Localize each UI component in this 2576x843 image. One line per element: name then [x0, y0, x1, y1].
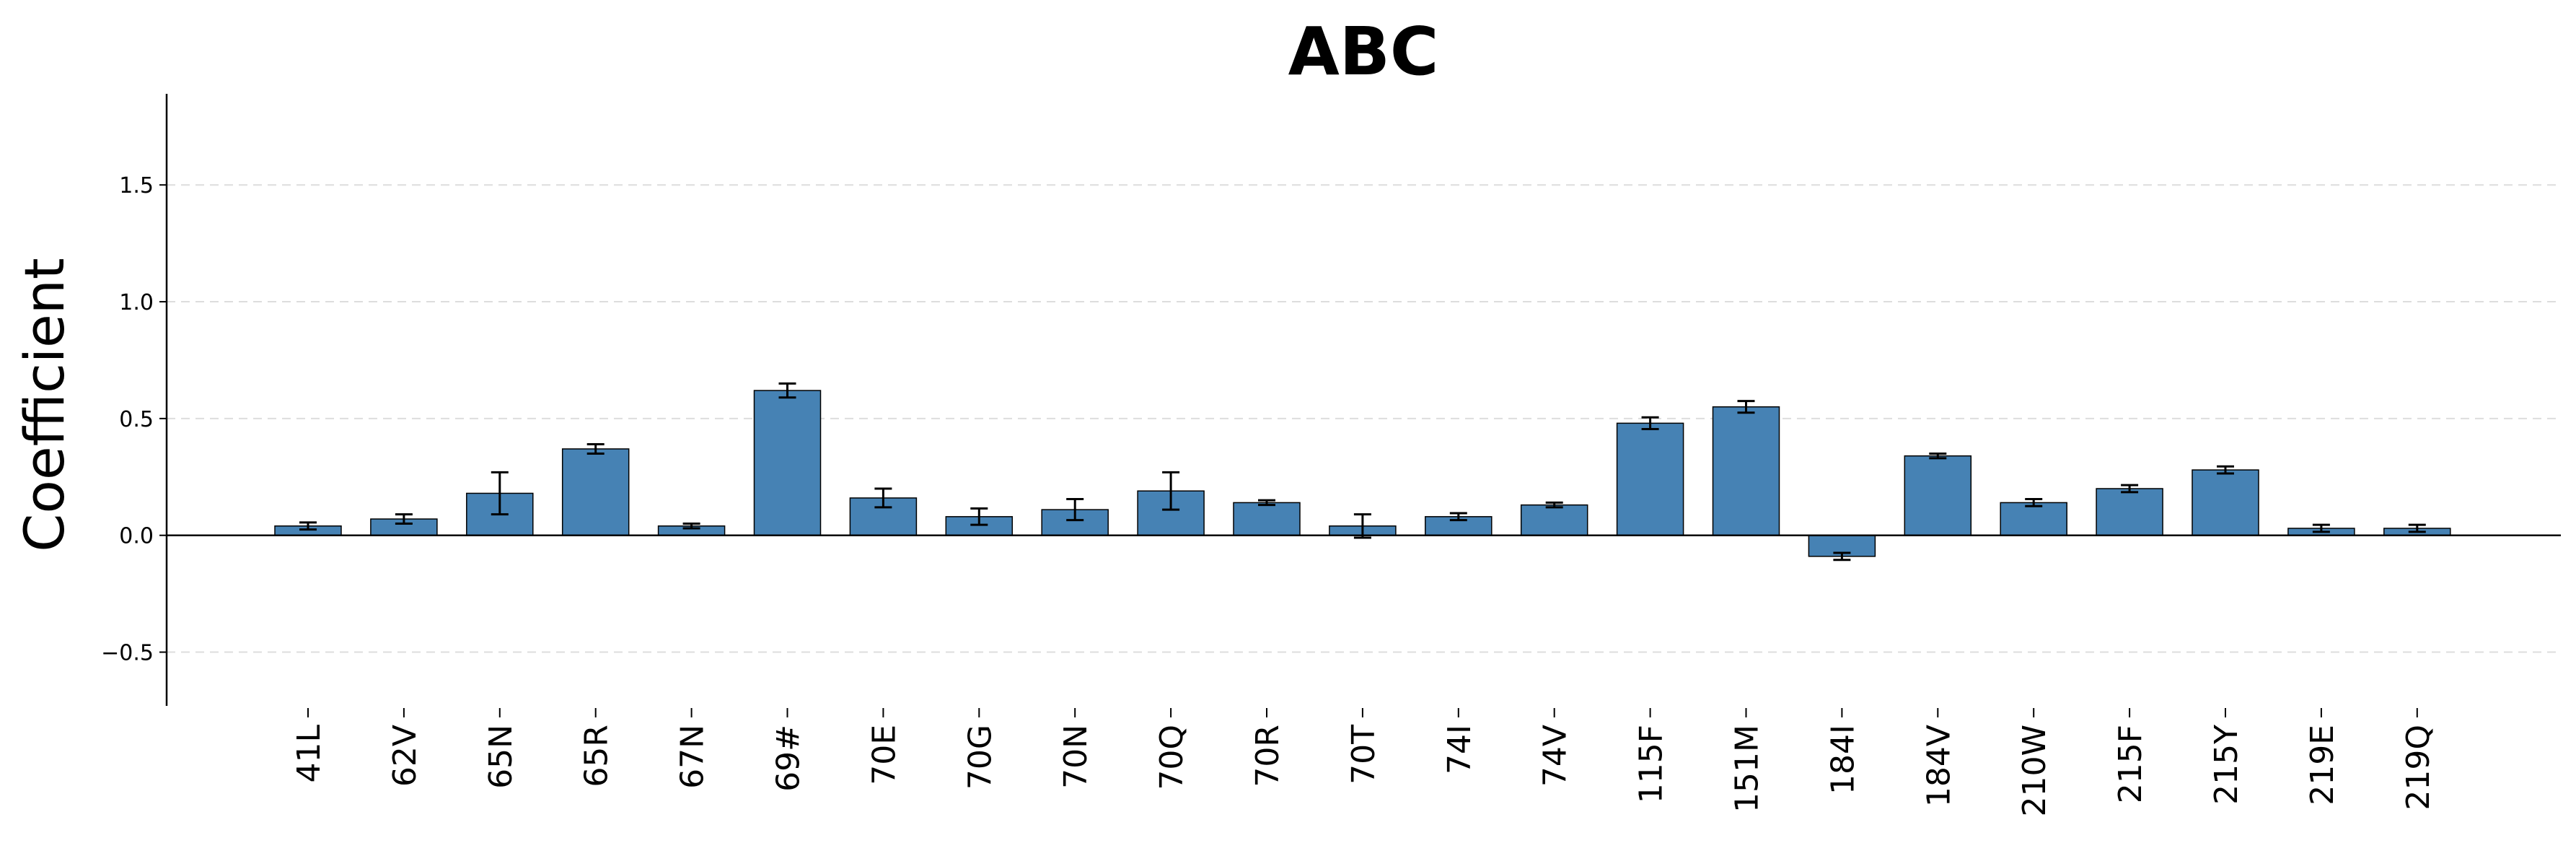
bar	[561, 448, 630, 536]
y-axis-label: Coefficient	[12, 258, 76, 551]
x-tick-label: 74V	[1537, 725, 1574, 787]
x-tick-label: 215Y	[2208, 725, 2245, 805]
bar	[2192, 469, 2259, 536]
x-tick-label: 70G	[962, 725, 998, 790]
y-tick-label: 1.5	[119, 173, 154, 198]
x-tick-label: 70R	[1249, 725, 1286, 787]
chart-title: ABC	[1288, 13, 1439, 90]
x-tick-label: 62V	[387, 725, 423, 787]
y-ticks: −0.5 0.0 0.5 1.0 1.5	[101, 173, 167, 666]
bar	[2000, 502, 2067, 536]
bar	[2096, 488, 2163, 536]
y-tick-label: 1.0	[119, 290, 154, 315]
x-tick-label: 184V	[1920, 725, 1957, 807]
x-tick-label: 219Q	[2400, 725, 2437, 811]
x-tick-label: 70T	[1345, 725, 1382, 785]
gridlines	[167, 184, 2561, 653]
x-tick-label: 151M	[1729, 725, 1766, 813]
bar	[1712, 406, 1780, 536]
axes	[165, 94, 2561, 706]
bar	[1233, 502, 1301, 536]
x-ticks: 41L 62V 65N 65R 67N 69# 70E 70G 70N 70Q 70R 70T 74I 7…	[291, 708, 2437, 817]
y-tick-label: 0.5	[119, 407, 154, 432]
error-bars	[299, 382, 2426, 562]
x-tick-label: 219E	[2304, 725, 2341, 805]
x-tick-label: 65R	[579, 725, 615, 787]
x-tick-label: 41L	[291, 725, 328, 783]
x-tick-label: 70N	[1058, 725, 1094, 789]
y-tick-label: 0.0	[119, 524, 154, 549]
bar	[1520, 504, 1588, 536]
x-tick-label: 184I	[1824, 725, 1861, 795]
y-tick-label: −0.5	[101, 641, 154, 666]
x-tick-label: 74I	[1441, 725, 1478, 774]
x-tick-label: 115F	[1633, 725, 1670, 803]
x-tick-label: 210W	[2016, 725, 2053, 817]
x-tick-label: 215F	[2112, 725, 2149, 803]
bar	[1904, 455, 1972, 536]
x-tick-label: 65N	[483, 725, 519, 789]
bar	[753, 390, 822, 536]
x-tick-label: 70Q	[1153, 725, 1190, 790]
x-tick-label: 70E	[866, 725, 902, 785]
bar	[1616, 422, 1684, 536]
x-tick-label: 69#	[770, 725, 807, 792]
x-tick-label: 67N	[674, 725, 711, 789]
